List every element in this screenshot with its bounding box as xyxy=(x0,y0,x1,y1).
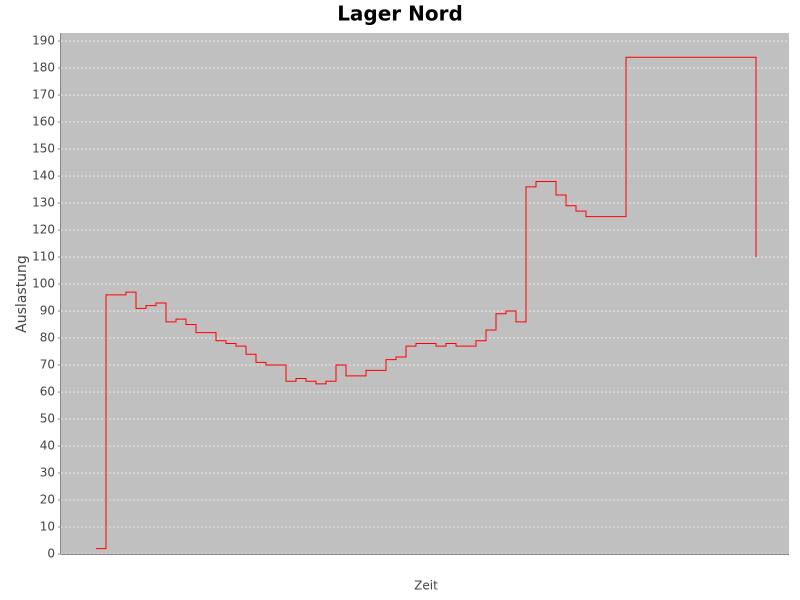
plot-background xyxy=(61,33,789,554)
y-tick-label: 100 xyxy=(32,277,55,291)
y-tick-label: 80 xyxy=(40,331,55,345)
y-tick-label: 120 xyxy=(32,223,55,237)
y-tick-label: 170 xyxy=(32,88,55,102)
step-line xyxy=(96,56,757,550)
y-tick-label: 0 xyxy=(47,547,55,561)
y-tick-label: 20 xyxy=(40,493,55,507)
y-tick-label: 150 xyxy=(32,142,55,156)
y-tick-label: 190 xyxy=(32,34,55,48)
x-axis-label: Zeit xyxy=(414,579,438,593)
y-tick-label: 10 xyxy=(40,520,55,534)
y-tick-label: 30 xyxy=(40,466,55,480)
y-tick-label: 140 xyxy=(32,169,55,183)
y-tick-label: 70 xyxy=(40,358,55,372)
y-tick-label: 110 xyxy=(32,250,55,264)
y-axis-label: Auslastung xyxy=(14,255,30,333)
y-tick-label: 130 xyxy=(32,196,55,210)
y-tick-label: 180 xyxy=(32,61,55,75)
y-tick-label: 50 xyxy=(40,412,55,426)
y-tick-label: 60 xyxy=(40,385,55,399)
y-tick-label: 90 xyxy=(40,304,55,318)
y-tick-label: 40 xyxy=(40,439,55,453)
y-tick-label: 160 xyxy=(32,115,55,129)
chart-title: Lager Nord xyxy=(337,2,463,26)
